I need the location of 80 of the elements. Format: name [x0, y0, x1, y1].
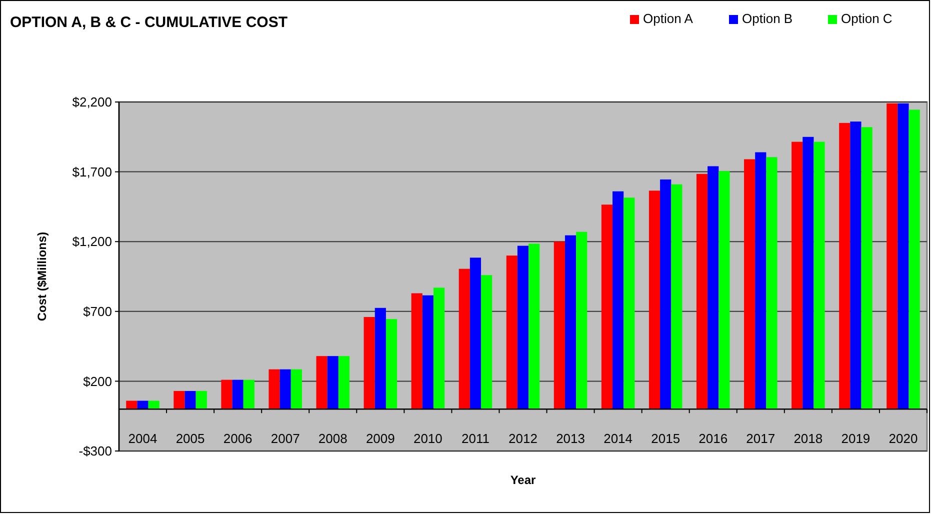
bar	[708, 166, 719, 410]
bar	[148, 400, 160, 410]
x-tick-label: 2018	[794, 431, 823, 446]
bar	[174, 390, 185, 410]
bar	[850, 122, 862, 410]
x-axis-title: Year	[510, 473, 536, 487]
bar	[528, 244, 540, 410]
bar	[517, 246, 529, 410]
bar	[792, 142, 803, 410]
bar	[411, 293, 422, 410]
bar	[839, 122, 850, 410]
bar	[316, 356, 328, 410]
bar	[744, 159, 756, 410]
x-tick-label: 2004	[128, 431, 158, 446]
y-tick-label: $1,200	[72, 234, 112, 250]
bar	[327, 356, 338, 410]
bar	[861, 127, 872, 410]
x-tick-label: 2016	[698, 431, 728, 446]
bar	[506, 256, 518, 410]
bar	[184, 390, 196, 410]
x-tick-label: 2012	[508, 431, 538, 446]
x-tick-label: 2019	[841, 431, 870, 446]
bar	[814, 142, 825, 410]
bar	[766, 157, 778, 410]
legend-label: Option C	[841, 11, 892, 26]
x-tick-label: 2013	[556, 431, 585, 446]
bar	[802, 136, 814, 410]
x-tick-label: 2008	[318, 431, 348, 446]
x-tick-label: 2017	[746, 431, 776, 446]
x-tick-label: 2005	[176, 431, 205, 446]
x-tick-label: 2011	[461, 431, 490, 446]
bar	[470, 258, 482, 410]
bar	[196, 390, 207, 410]
bar	[648, 190, 660, 410]
bar	[221, 380, 232, 410]
bar	[126, 400, 138, 410]
bar	[601, 204, 613, 410]
bar	[718, 171, 730, 410]
x-tick-label: 2014	[604, 431, 633, 446]
bar	[364, 316, 375, 410]
bar	[554, 242, 565, 410]
bar	[660, 179, 672, 410]
bar	[433, 288, 445, 410]
x-tick-label: 2007	[270, 431, 300, 446]
bar	[671, 184, 682, 410]
y-tick-label: $1,700	[72, 164, 112, 180]
bar	[243, 380, 254, 410]
legend-label: Option A	[643, 11, 694, 26]
y-tick-label: $200	[83, 374, 112, 389]
bar	[576, 232, 588, 410]
bar	[481, 275, 492, 410]
bar	[755, 152, 766, 410]
chart-title: OPTION A, B & C - CUMULATIVE COST	[10, 14, 288, 31]
bar	[612, 191, 624, 410]
legend-label: Option B	[742, 11, 793, 26]
x-tick-label: 2010	[413, 431, 442, 446]
bar	[696, 174, 708, 410]
x-tick-label: 2015	[651, 431, 680, 446]
y-tick-label: -$300	[78, 444, 112, 459]
x-tick-label: 2020	[888, 431, 918, 446]
bar	[280, 369, 291, 410]
bar	[374, 308, 386, 410]
bar	[422, 295, 434, 410]
bar	[898, 103, 909, 410]
y-axis-title: Cost ($Millions)	[35, 232, 49, 322]
x-tick-label: 2009	[366, 431, 395, 446]
bar	[624, 198, 635, 410]
bar	[137, 400, 148, 410]
bar	[232, 380, 244, 410]
x-tick-label: 2006	[223, 431, 252, 446]
y-tick-label: $2,200	[72, 94, 112, 110]
bar	[886, 103, 898, 410]
bar	[458, 268, 470, 410]
bar	[338, 356, 350, 410]
bar	[564, 235, 576, 410]
bar	[386, 319, 398, 410]
y-tick-label: $700	[83, 304, 112, 319]
bar	[268, 369, 280, 410]
bar	[908, 110, 920, 410]
bar	[290, 369, 302, 410]
